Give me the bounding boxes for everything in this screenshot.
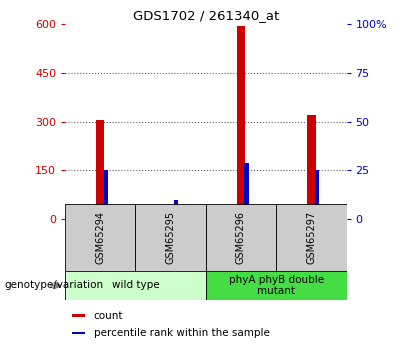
Text: genotype/variation: genotype/variation bbox=[4, 280, 103, 290]
Bar bbox=[65, 271, 206, 300]
Text: GSM65295: GSM65295 bbox=[165, 211, 176, 264]
Bar bbox=[104, 170, 108, 219]
Text: wild type: wild type bbox=[112, 280, 159, 290]
Bar bbox=[276, 204, 346, 271]
Bar bbox=[206, 204, 276, 271]
Text: GSM65294: GSM65294 bbox=[95, 211, 105, 264]
Bar bbox=[206, 271, 346, 300]
Bar bbox=[96, 120, 105, 219]
Bar bbox=[166, 209, 175, 219]
Bar bbox=[244, 162, 249, 219]
Text: phyA phyB double
mutant: phyA phyB double mutant bbox=[228, 275, 324, 296]
Bar bbox=[135, 204, 206, 271]
Bar bbox=[174, 199, 178, 219]
Text: GSM65296: GSM65296 bbox=[236, 211, 246, 264]
Bar bbox=[72, 332, 85, 334]
Bar bbox=[307, 115, 315, 219]
Text: percentile rank within the sample: percentile rank within the sample bbox=[94, 328, 270, 338]
Bar bbox=[72, 314, 85, 317]
Text: GSM65297: GSM65297 bbox=[306, 211, 316, 264]
Bar bbox=[65, 204, 135, 271]
Text: count: count bbox=[94, 311, 123, 321]
Bar bbox=[237, 26, 245, 219]
Bar bbox=[315, 170, 319, 219]
Title: GDS1702 / 261340_at: GDS1702 / 261340_at bbox=[133, 9, 279, 22]
